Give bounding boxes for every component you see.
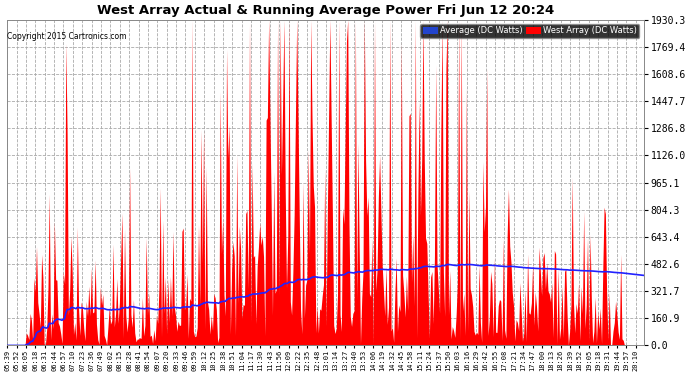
Title: West Array Actual & Running Average Power Fri Jun 12 20:24: West Array Actual & Running Average Powe… (97, 4, 554, 17)
Text: Copyright 2015 Cartronics.com: Copyright 2015 Cartronics.com (7, 32, 126, 41)
Legend: Average (DC Watts), West Array (DC Watts): Average (DC Watts), West Array (DC Watts… (420, 24, 640, 38)
